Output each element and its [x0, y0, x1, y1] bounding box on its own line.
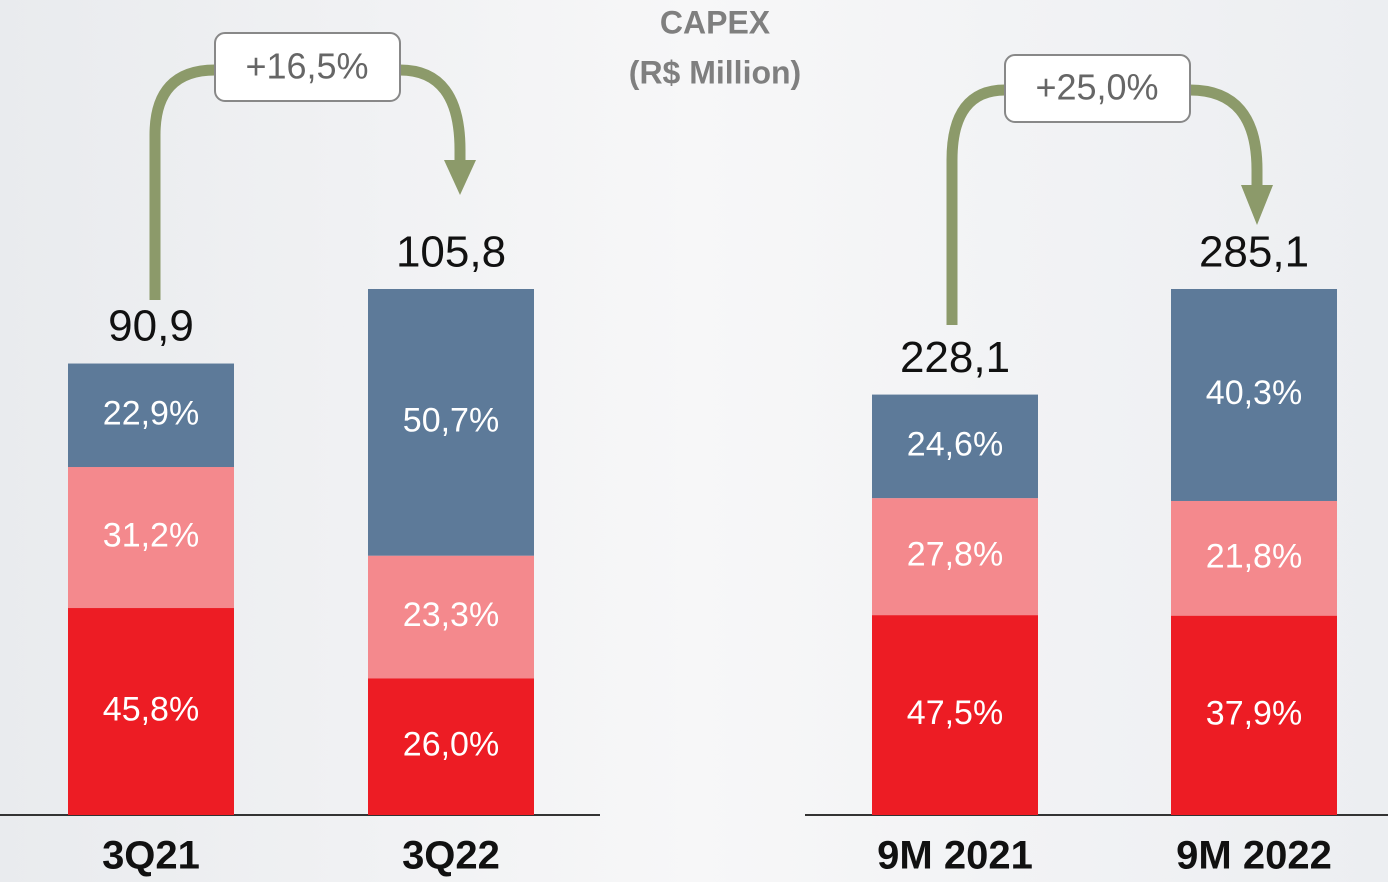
growth-arrow [149, 32, 476, 300]
bar-segment [368, 555, 534, 679]
x-tick-label: 9M 2022 [1176, 834, 1332, 878]
bar-segment [872, 394, 1038, 499]
segment-label: 40,3% [1206, 374, 1302, 412]
segment-label: 26,0% [403, 726, 499, 764]
x-tick-label: 3Q22 [402, 834, 500, 878]
chart-subtitle: (R$ Million) [629, 54, 801, 90]
growth-arrow [946, 54, 1273, 325]
x-tick-label: 9M 2021 [877, 834, 1033, 878]
bar-segment [1171, 500, 1337, 616]
segment-label: 21,8% [1206, 537, 1302, 575]
bar-segment [872, 498, 1038, 616]
growth-label: +25,0% [1035, 67, 1158, 108]
x-tick-label: 3Q21 [102, 834, 200, 878]
bar-segment [368, 289, 534, 556]
segment-label: 31,2% [103, 517, 199, 555]
bar-segment [68, 608, 234, 815]
chart-title: CAPEX [660, 4, 771, 40]
bar-segment [368, 678, 534, 815]
segment-label: 47,5% [907, 694, 1003, 732]
growth-label: +16,5% [245, 46, 368, 87]
segment-label: 22,9% [103, 394, 199, 432]
segment-label: 23,3% [403, 596, 499, 634]
segment-label: 37,9% [1206, 694, 1302, 732]
segment-label: 24,6% [907, 425, 1003, 463]
bar-segment [68, 363, 234, 468]
segment-label: 45,8% [103, 690, 199, 728]
bar-segment [68, 467, 234, 609]
segment-label: 27,8% [907, 536, 1003, 574]
total-label: 228,1 [900, 333, 1010, 382]
bar-segment [1171, 289, 1337, 501]
bar-segment [872, 615, 1038, 815]
total-label: 105,8 [396, 228, 506, 277]
bar-segment [1171, 615, 1337, 815]
segment-label: 50,7% [403, 401, 499, 439]
total-label: 285,1 [1199, 228, 1309, 277]
total-label: 90,9 [108, 302, 194, 351]
